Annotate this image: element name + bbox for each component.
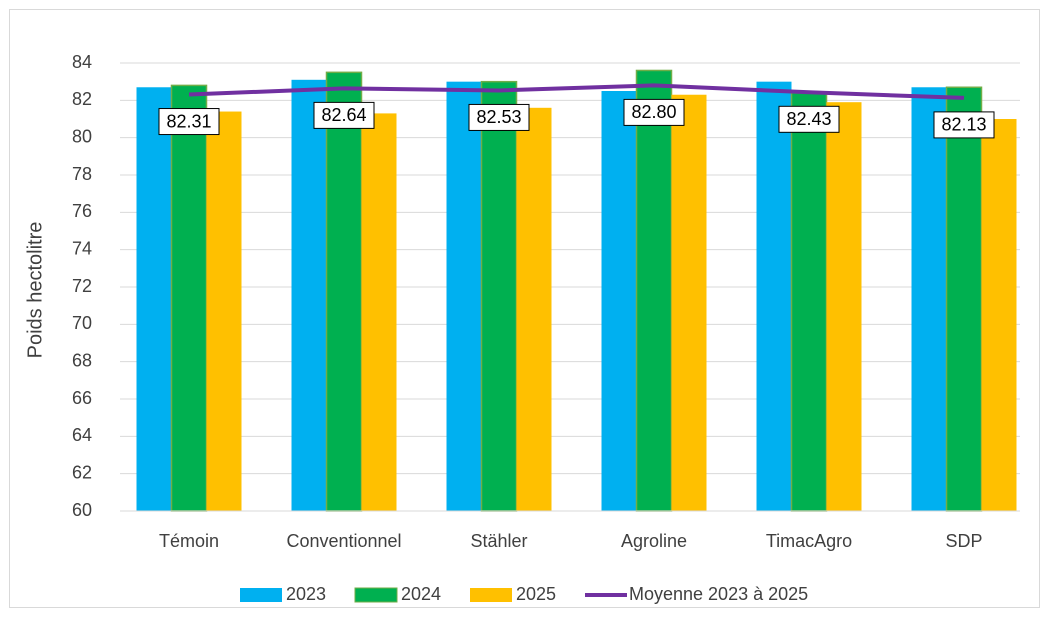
x-tick-label: SDP (945, 531, 982, 551)
y-tick-label: 60 (72, 500, 92, 520)
bar (136, 87, 172, 512)
y-tick-label: 70 (72, 313, 92, 333)
y-axis-label: Poids hectolitre (24, 222, 46, 359)
legend-swatch (240, 588, 282, 602)
y-tick-label: 80 (72, 126, 92, 146)
legend-label: 2024 (401, 584, 441, 604)
legend-label: 2025 (516, 584, 556, 604)
data-label: 82.64 (321, 105, 366, 125)
y-tick-label: 78 (72, 164, 92, 184)
data-label-box (313, 101, 375, 129)
data-label: 82.43 (786, 109, 831, 129)
bar (635, 69, 673, 512)
bar (601, 91, 637, 511)
bar (325, 71, 363, 512)
data-label-box (158, 108, 220, 136)
legend-label: 2023 (286, 584, 326, 604)
data-label: 82.31 (166, 111, 211, 131)
bar (291, 79, 327, 512)
data-label: 82.53 (476, 107, 521, 127)
bar (170, 84, 208, 512)
data-label: 82.13 (941, 115, 986, 135)
bar (790, 92, 828, 512)
y-tick-label: 74 (72, 238, 92, 258)
y-tick-label: 68 (72, 350, 92, 370)
x-tick-label: Stähler (470, 531, 527, 551)
x-tick-label: TimacAgro (766, 531, 852, 551)
average-line (188, 83, 965, 100)
bar (911, 87, 947, 512)
data-label-box (778, 105, 840, 133)
y-tick-label: 82 (72, 89, 92, 109)
bar (516, 107, 552, 512)
data-label-box (933, 111, 995, 139)
bar (480, 80, 518, 512)
x-tick-label: Conventionnel (286, 531, 401, 551)
bar (945, 86, 983, 512)
x-tick-label: Agroline (621, 531, 687, 551)
data-label: 82.80 (631, 102, 676, 122)
bar (826, 102, 862, 511)
bar (206, 111, 242, 512)
y-tick-label: 66 (72, 388, 92, 408)
legend-label: Moyenne 2023 à 2025 (629, 584, 808, 604)
data-label-box (623, 98, 685, 126)
x-tick-label: Témoin (159, 531, 219, 551)
y-tick-label: 62 (72, 462, 92, 482)
bar (361, 113, 397, 512)
legend-swatch (470, 588, 512, 602)
y-tick-label: 84 (72, 52, 92, 72)
bar (981, 119, 1017, 511)
legend-swatch (354, 587, 398, 603)
bar (756, 81, 792, 512)
bar (446, 81, 482, 512)
data-label-box (468, 103, 530, 131)
y-tick-label: 72 (72, 276, 92, 296)
bar (671, 94, 707, 511)
y-tick-label: 76 (72, 201, 92, 221)
y-tick-label: 64 (72, 425, 92, 445)
